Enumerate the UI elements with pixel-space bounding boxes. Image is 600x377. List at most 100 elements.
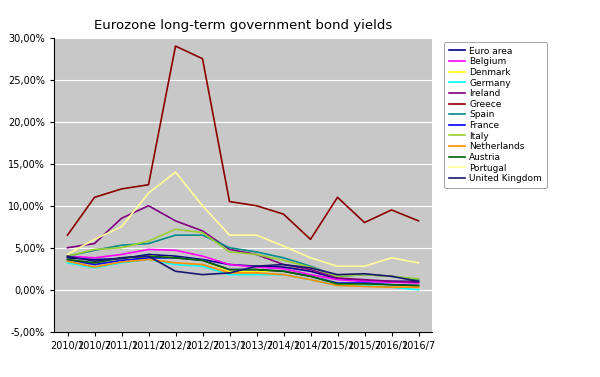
Germany xyxy=(253,272,260,277)
Denmark xyxy=(280,269,287,274)
Austria xyxy=(199,258,206,263)
Italy xyxy=(415,277,422,281)
Euro area xyxy=(64,256,71,260)
Line: United Kingdom: United Kingdom xyxy=(67,256,419,281)
Spain xyxy=(334,274,341,279)
Portugal xyxy=(361,264,368,268)
Netherlands xyxy=(361,284,368,289)
Line: Greece: Greece xyxy=(67,46,419,239)
Euro area xyxy=(307,269,314,274)
France xyxy=(307,274,314,279)
United Kingdom xyxy=(226,271,233,275)
Denmark xyxy=(226,269,233,274)
Spain xyxy=(415,277,422,282)
Line: Euro area: Euro area xyxy=(67,254,419,281)
Portugal xyxy=(64,252,71,257)
Euro area xyxy=(334,277,341,281)
Netherlands xyxy=(253,271,260,275)
Netherlands xyxy=(172,261,179,265)
Line: Austria: Austria xyxy=(67,256,419,285)
United Kingdom xyxy=(145,254,152,258)
Germany xyxy=(64,261,71,265)
United Kingdom xyxy=(199,272,206,277)
Netherlands xyxy=(334,283,341,288)
Spain xyxy=(91,248,98,253)
Italy xyxy=(388,274,395,279)
Italy xyxy=(199,230,206,235)
Italy xyxy=(91,247,98,252)
France xyxy=(253,267,260,272)
France xyxy=(334,281,341,285)
France xyxy=(118,258,125,263)
Denmark xyxy=(172,256,179,260)
Austria xyxy=(172,256,179,260)
Ireland xyxy=(334,276,341,280)
France xyxy=(64,257,71,262)
Line: Denmark: Denmark xyxy=(67,256,419,287)
Euro area xyxy=(280,265,287,269)
France xyxy=(199,258,206,263)
Belgium xyxy=(226,262,233,267)
France xyxy=(226,267,233,272)
Denmark xyxy=(91,262,98,267)
Line: Portugal: Portugal xyxy=(67,172,419,266)
Belgium xyxy=(145,247,152,252)
Spain xyxy=(199,233,206,238)
Portugal xyxy=(172,170,179,175)
Euro area xyxy=(145,252,152,257)
Belgium xyxy=(415,281,422,285)
Greece xyxy=(415,219,422,223)
United Kingdom xyxy=(334,272,341,277)
Spain xyxy=(118,243,125,247)
Austria xyxy=(118,256,125,260)
Ireland xyxy=(64,245,71,250)
Belgium xyxy=(253,265,260,269)
France xyxy=(172,256,179,260)
Euro area xyxy=(415,279,422,284)
Austria xyxy=(334,282,341,286)
Ireland xyxy=(172,219,179,223)
Spain xyxy=(64,254,71,258)
Belgium xyxy=(64,254,71,258)
Netherlands xyxy=(226,271,233,275)
Denmark xyxy=(64,257,71,262)
Portugal xyxy=(253,233,260,238)
Italy xyxy=(361,272,368,277)
Belgium xyxy=(91,256,98,260)
Austria xyxy=(280,269,287,274)
Greece xyxy=(334,195,341,199)
Netherlands xyxy=(307,277,314,282)
France xyxy=(280,269,287,274)
Greece xyxy=(199,57,206,61)
Belgium xyxy=(118,252,125,257)
Portugal xyxy=(280,244,287,248)
Netherlands xyxy=(199,262,206,267)
Denmark xyxy=(334,281,341,285)
Germany xyxy=(118,261,125,265)
Greece xyxy=(145,182,152,187)
Greece xyxy=(388,208,395,212)
Belgium xyxy=(388,280,395,285)
Portugal xyxy=(388,256,395,260)
Denmark xyxy=(145,254,152,258)
Line: France: France xyxy=(67,258,419,285)
Line: Netherlands: Netherlands xyxy=(67,259,419,287)
Belgium xyxy=(199,254,206,258)
United Kingdom xyxy=(415,279,422,284)
Euro area xyxy=(253,264,260,268)
Ireland xyxy=(91,241,98,246)
Title: Eurozone long-term government bond yields: Eurozone long-term government bond yield… xyxy=(94,19,392,32)
Ireland xyxy=(199,229,206,233)
Denmark xyxy=(253,269,260,274)
United Kingdom xyxy=(361,271,368,276)
Netherlands xyxy=(118,260,125,264)
Germany xyxy=(172,262,179,267)
Denmark xyxy=(388,285,395,290)
Ireland xyxy=(118,216,125,221)
Greece xyxy=(280,212,287,216)
Denmark xyxy=(118,258,125,263)
Austria xyxy=(253,267,260,272)
Line: Ireland: Ireland xyxy=(67,206,419,282)
France xyxy=(91,262,98,267)
United Kingdom xyxy=(64,254,71,258)
